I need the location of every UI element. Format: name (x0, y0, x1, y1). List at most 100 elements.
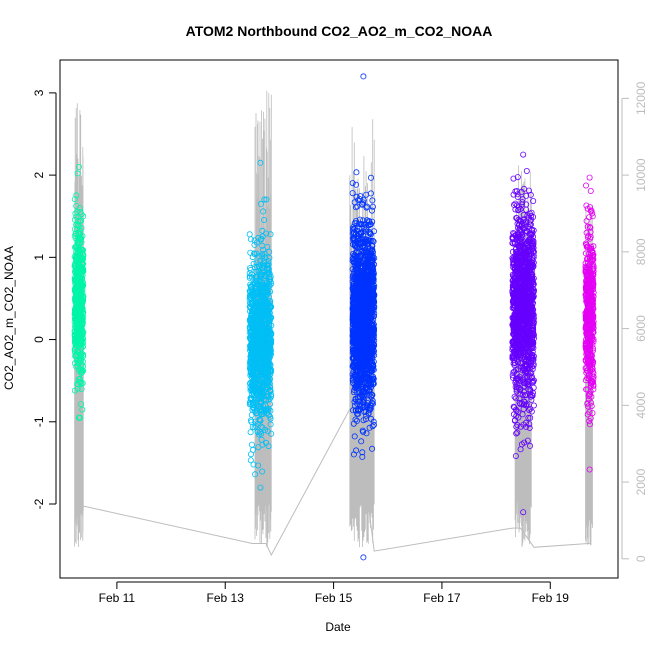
y2-tick-label: 10000 (634, 158, 648, 192)
data-point (79, 267, 86, 274)
data-point (253, 341, 260, 348)
y2-tick-label: 4000 (634, 392, 648, 419)
data-point (266, 336, 273, 343)
data-point (74, 170, 81, 177)
altitude-baseline (78, 400, 591, 557)
data-point (250, 405, 257, 412)
data-point (251, 402, 258, 409)
data-point (75, 320, 82, 327)
data-point (267, 347, 274, 354)
data-point (259, 310, 266, 317)
data-point (75, 325, 82, 332)
data-point (259, 468, 266, 475)
data-point (72, 235, 79, 242)
data-point (363, 204, 370, 211)
data-point (255, 322, 262, 329)
y-tick-label: 1 (32, 254, 46, 261)
data-point (260, 269, 267, 276)
data-point (369, 203, 376, 210)
data-point (248, 411, 255, 418)
data-point (77, 341, 84, 348)
data-point (249, 369, 256, 376)
data-point (78, 401, 85, 408)
data-point (263, 196, 270, 203)
data-point (262, 254, 269, 261)
data-point (246, 231, 253, 238)
data-point (256, 263, 263, 270)
data-point (247, 354, 254, 361)
data-point (76, 303, 83, 310)
data-point (250, 461, 257, 468)
data-point (258, 235, 265, 242)
data-point (254, 428, 261, 435)
data-point (249, 324, 256, 331)
data-point (267, 350, 274, 357)
data-points (71, 73, 597, 561)
data-point (73, 338, 80, 345)
y2-tick-label: 0 (634, 555, 648, 562)
y2-tick-label: 12000 (634, 81, 648, 115)
data-point (249, 382, 256, 389)
data-point (74, 274, 81, 281)
data-point (262, 335, 269, 342)
data-point (265, 443, 272, 450)
data-point (253, 268, 260, 275)
data-point (257, 406, 264, 413)
data-point (264, 287, 271, 294)
data-point (78, 385, 85, 392)
data-point (72, 308, 79, 315)
data-point (247, 417, 254, 424)
x-tick-label: Feb 19 (532, 591, 570, 605)
data-point (255, 358, 262, 365)
data-point (265, 359, 272, 366)
data-point (264, 264, 271, 271)
data-point (76, 376, 83, 383)
data-point (248, 283, 255, 290)
data-point (249, 306, 256, 313)
data-point (73, 221, 80, 228)
data-point (76, 288, 83, 295)
data-point (262, 380, 269, 387)
data-point (258, 430, 265, 437)
data-point (248, 299, 255, 306)
data-point (256, 277, 263, 284)
data-point (78, 361, 85, 368)
data-point (73, 248, 80, 255)
data-point (267, 231, 274, 238)
data-point (252, 410, 259, 417)
data-point (358, 438, 365, 445)
y-tick-label: -2 (32, 498, 46, 509)
x-tick-label: Feb 11 (99, 591, 136, 605)
data-point (267, 421, 274, 428)
data-point (77, 256, 84, 263)
data-point (256, 417, 263, 424)
data-point (248, 396, 255, 403)
data-point (253, 275, 260, 282)
data-point (74, 385, 81, 392)
data-point (257, 200, 264, 207)
data-point (259, 441, 266, 448)
data-point (246, 347, 253, 354)
y-tick-label: 2 (32, 171, 46, 178)
data-point (262, 282, 269, 289)
data-point (255, 234, 262, 241)
data-point (251, 251, 258, 258)
data-point (247, 236, 254, 243)
data-point (248, 271, 255, 278)
data-point (261, 407, 268, 414)
x-tick-label: Feb 15 (315, 591, 353, 605)
data-point (79, 406, 86, 413)
data-point (263, 345, 270, 352)
data-point (257, 278, 264, 285)
data-point (72, 298, 79, 305)
data-point (74, 316, 81, 323)
data-point (249, 400, 256, 407)
data-point (255, 393, 262, 400)
data-point (262, 277, 269, 284)
data-point (261, 260, 268, 267)
data-point (352, 249, 359, 256)
data-point (73, 202, 80, 209)
data-point (520, 151, 527, 158)
